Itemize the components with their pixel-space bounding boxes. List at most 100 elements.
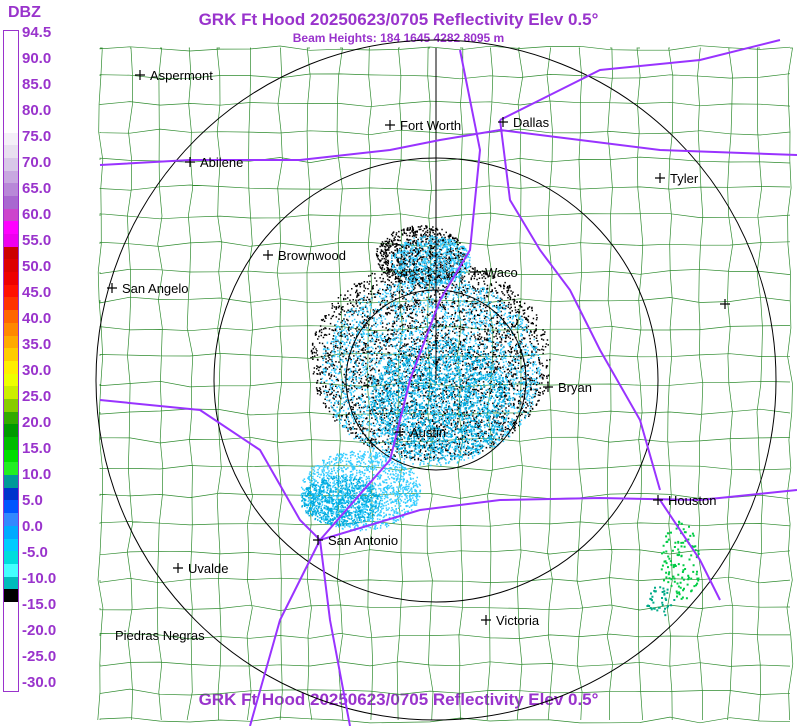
city-marker-icon [498, 117, 508, 127]
legend-swatch [4, 107, 18, 120]
legend-tick-label: 65.0 [22, 180, 52, 197]
legend-tick-label: 35.0 [22, 336, 52, 353]
highway-houston-south [659, 499, 721, 601]
city-label: Aspermont [150, 68, 213, 83]
legend-swatch [4, 348, 18, 361]
echo-cluster [390, 235, 471, 287]
legend-swatch [4, 487, 18, 501]
highway-i37 [319, 539, 351, 726]
city-marker-icon [653, 495, 663, 505]
legend-tick-label: -20.0 [22, 622, 57, 639]
legend-tick-label: 90.0 [22, 50, 52, 67]
city-label: San Antonio [328, 533, 398, 548]
city-label: Piedras Negras [115, 628, 205, 643]
city-label: Waco [485, 265, 518, 280]
city-marker-icon [263, 250, 273, 260]
legend-swatch [4, 652, 18, 666]
legend-swatch [4, 170, 18, 184]
city-marker-icon [481, 615, 491, 625]
county-lines [97, 45, 794, 724]
city-dallas: Dallas [498, 115, 550, 130]
legend-swatch [4, 563, 18, 577]
range-ring-outer [95, 39, 777, 721]
city-label: Tyler [670, 171, 699, 186]
legend-swatch [4, 437, 18, 450]
legend-swatch [4, 157, 18, 171]
city-marker-icon [720, 299, 730, 309]
legend-swatch [4, 31, 18, 44]
legend-swatch [4, 424, 18, 437]
legend-swatch [4, 627, 18, 640]
map-title-bottom: GRK Ft Hood 20250623/0705 Reflectivity E… [198, 690, 599, 709]
legend-swatch [4, 246, 18, 260]
legend-swatch [4, 665, 18, 679]
legend-swatch [4, 373, 18, 387]
echo-cluster [370, 340, 512, 462]
map-title: GRK Ft Hood 20250623/0705 Reflectivity E… [198, 10, 599, 29]
legend-tick-label: 75.0 [22, 128, 52, 145]
legend-swatch [4, 500, 18, 514]
legend-swatch [4, 551, 18, 564]
legend-swatch [4, 614, 18, 628]
legend-swatch [4, 310, 18, 323]
city-aspermont: Aspermont [135, 68, 213, 83]
legend-tick-label: 45.0 [22, 284, 52, 301]
legend-unit-label: DBZ [8, 4, 41, 21]
legend-swatch [4, 132, 18, 146]
city-fort-worth: Fort Worth [385, 118, 461, 133]
city-markers: Aspermont Fort Worth Dallas Abilene Tyler Bro… [107, 68, 730, 643]
city-houston: Houston [653, 493, 716, 508]
legend-tick-label: 60.0 [22, 206, 52, 223]
highway-i10 [99, 399, 797, 542]
legend-swatch [4, 322, 18, 336]
highway-i45 [499, 119, 661, 491]
beam-heights-subtitle: Beam Heights: 184 1645 4282 8095 m [292, 31, 505, 45]
legend-swatch [4, 81, 18, 95]
city-marker-icon [470, 267, 480, 277]
legend-tick-label: 80.0 [22, 102, 52, 119]
echo-cluster [646, 586, 676, 617]
city-marker-icon [107, 283, 117, 293]
legend-swatch [4, 678, 18, 691]
legend-swatch [4, 398, 18, 412]
legend-tick-label: 25.0 [22, 388, 52, 405]
city-victoria: Victoria [481, 613, 540, 628]
city-marker-icon [313, 535, 323, 545]
legend-tick-label: 40.0 [22, 310, 52, 327]
legend-swatch [4, 411, 18, 425]
city-marker-icon [385, 120, 395, 130]
legend-tick-label: -15.0 [22, 596, 57, 613]
legend-tick-label: 0.0 [22, 518, 43, 535]
legend-swatch [4, 538, 18, 552]
legend-swatch [4, 272, 18, 285]
city-label: Victoria [496, 613, 540, 628]
echo-cluster [375, 225, 467, 286]
legend-swatch [4, 119, 18, 133]
city-label: Dallas [513, 115, 550, 130]
city-label: Fort Worth [400, 118, 461, 133]
city-abilene: Abilene [185, 155, 243, 170]
city-san-angelo: San Angelo [107, 281, 189, 296]
echo-cluster [310, 260, 551, 461]
legend-swatch [4, 513, 18, 526]
city-label: Bryan [558, 380, 592, 395]
legend-tick-label: 55.0 [22, 232, 52, 249]
legend-tick-label: -25.0 [22, 648, 57, 665]
legend-swatch [4, 56, 18, 70]
city-brownwood: Brownwood [263, 248, 346, 263]
city-marker-icon [185, 157, 195, 167]
city-tyler: Tyler [655, 171, 699, 186]
highways [99, 39, 797, 726]
city-label: Austin [410, 425, 446, 440]
legend-swatch [4, 208, 18, 222]
city-marker-icon [543, 382, 553, 392]
legend-swatch [4, 43, 18, 57]
legend-tick-label: -5.0 [22, 544, 48, 561]
legend-tick-label: 5.0 [22, 492, 43, 509]
legend-swatch [4, 640, 18, 653]
legend-swatch [4, 221, 18, 234]
legend-swatch [4, 360, 18, 374]
legend-swatch [4, 145, 18, 158]
legend-swatch [4, 386, 18, 399]
